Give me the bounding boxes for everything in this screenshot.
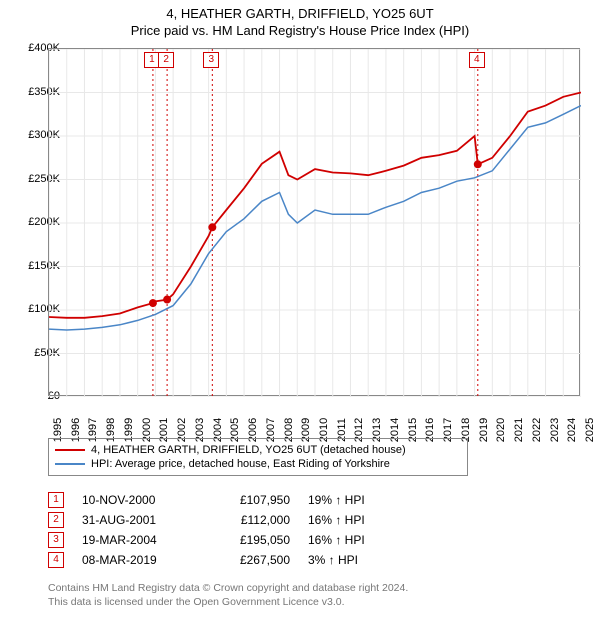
title-subtitle: Price paid vs. HM Land Registry's House … [0,23,600,38]
tx-marker: 2 [48,512,64,528]
plot-area [48,48,580,396]
table-row: 4 08-MAR-2019 £267,500 3% ↑ HPI [48,552,408,568]
tx-pct: 16% ↑ HPI [308,533,408,547]
x-tick-label: 2023 [549,418,561,442]
footer-line: This data is licensed under the Open Gov… [48,596,408,610]
table-row: 3 19-MAR-2004 £195,050 16% ↑ HPI [48,532,408,548]
tx-price: £267,500 [210,553,290,567]
table-row: 2 31-AUG-2001 £112,000 16% ↑ HPI [48,512,408,528]
legend-text: HPI: Average price, detached house, East… [91,458,390,470]
transactions-table: 1 10-NOV-2000 £107,950 19% ↑ HPI 2 31-AU… [48,488,408,572]
tx-price: £107,950 [210,493,290,507]
chart-svg [49,49,581,397]
tx-pct: 16% ↑ HPI [308,513,408,527]
legend-row: 4, HEATHER GARTH, DRIFFIELD, YO25 6UT (d… [55,443,461,457]
legend: 4, HEATHER GARTH, DRIFFIELD, YO25 6UT (d… [48,438,468,476]
legend-swatch [55,463,85,465]
x-tick-label: 2024 [566,418,578,442]
chart-titles: 4, HEATHER GARTH, DRIFFIELD, YO25 6UT Pr… [0,0,600,38]
x-tick-label: 2020 [495,418,507,442]
sale-marker-box: 4 [469,52,485,68]
table-row: 1 10-NOV-2000 £107,950 19% ↑ HPI [48,492,408,508]
tx-marker: 1 [48,492,64,508]
x-tick-label: 2025 [584,418,596,442]
x-tick-label: 2021 [513,418,525,442]
tx-date: 31-AUG-2001 [82,513,192,527]
x-tick-label: 2022 [531,418,543,442]
tx-date: 08-MAR-2019 [82,553,192,567]
tx-pct: 19% ↑ HPI [308,493,408,507]
tx-date: 10-NOV-2000 [82,493,192,507]
footer-attribution: Contains HM Land Registry data © Crown c… [48,582,408,609]
title-address: 4, HEATHER GARTH, DRIFFIELD, YO25 6UT [0,6,600,21]
x-tick-label: 2019 [478,418,490,442]
tx-marker: 4 [48,552,64,568]
tx-price: £195,050 [210,533,290,547]
sale-marker-box: 2 [158,52,174,68]
tx-price: £112,000 [210,513,290,527]
chart-container: { "titles": { "line1": "4, HEATHER GARTH… [0,0,600,620]
tx-pct: 3% ↑ HPI [308,553,408,567]
footer-line: Contains HM Land Registry data © Crown c… [48,582,408,596]
sale-marker-box: 3 [203,52,219,68]
legend-swatch [55,449,85,451]
legend-text: 4, HEATHER GARTH, DRIFFIELD, YO25 6UT (d… [91,444,406,456]
tx-date: 19-MAR-2004 [82,533,192,547]
tx-marker: 3 [48,532,64,548]
legend-row: HPI: Average price, detached house, East… [55,457,461,471]
